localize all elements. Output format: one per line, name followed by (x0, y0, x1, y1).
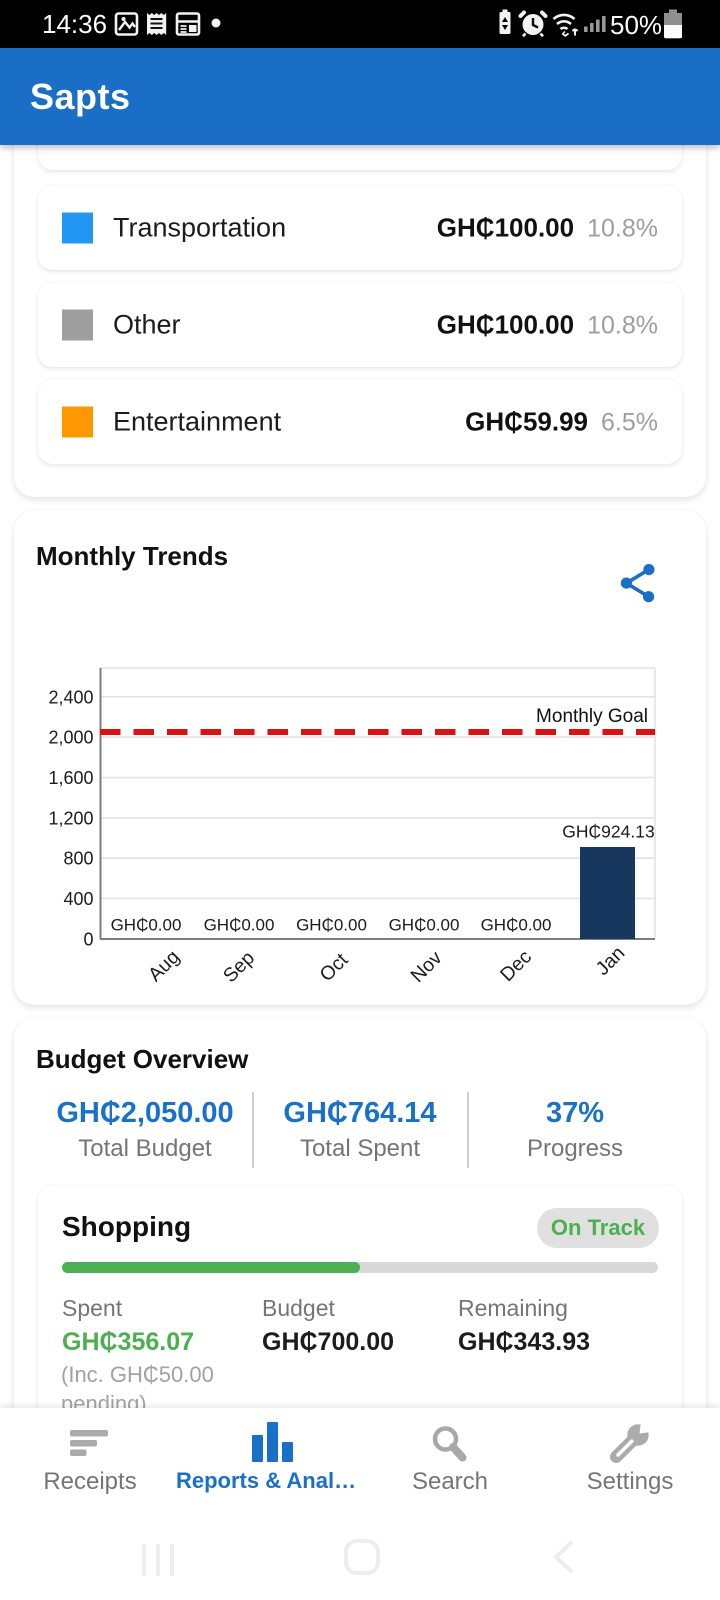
svg-text:Nov: Nov (406, 947, 446, 987)
svg-text:GH₵0.00: GH₵0.00 (204, 916, 275, 935)
svg-text:GH₵924.13: GH₵924.13 (562, 822, 654, 842)
svg-text:GH₵0.00: GH₵0.00 (389, 916, 460, 935)
svg-text:800: 800 (63, 849, 93, 869)
svg-text:Oct: Oct (315, 949, 352, 986)
svg-text:Dec: Dec (496, 946, 536, 986)
svg-text:GH₵0.00: GH₵0.00 (111, 916, 182, 935)
svg-text:Monthly Goal: Monthly Goal (536, 706, 648, 727)
svg-text:1,600: 1,600 (48, 768, 93, 788)
svg-text:Jan: Jan (592, 942, 630, 980)
svg-text:0: 0 (83, 929, 93, 949)
svg-text:Sep: Sep (219, 947, 259, 987)
svg-text:Aug: Aug (144, 946, 184, 986)
svg-text:1,200: 1,200 (48, 808, 93, 828)
svg-text:2,000: 2,000 (48, 728, 93, 748)
svg-text:GH₵0.00: GH₵0.00 (481, 916, 552, 935)
svg-text:400: 400 (63, 889, 93, 909)
svg-text:2,400: 2,400 (48, 687, 93, 707)
svg-text:GH₵0.00: GH₵0.00 (296, 916, 367, 935)
